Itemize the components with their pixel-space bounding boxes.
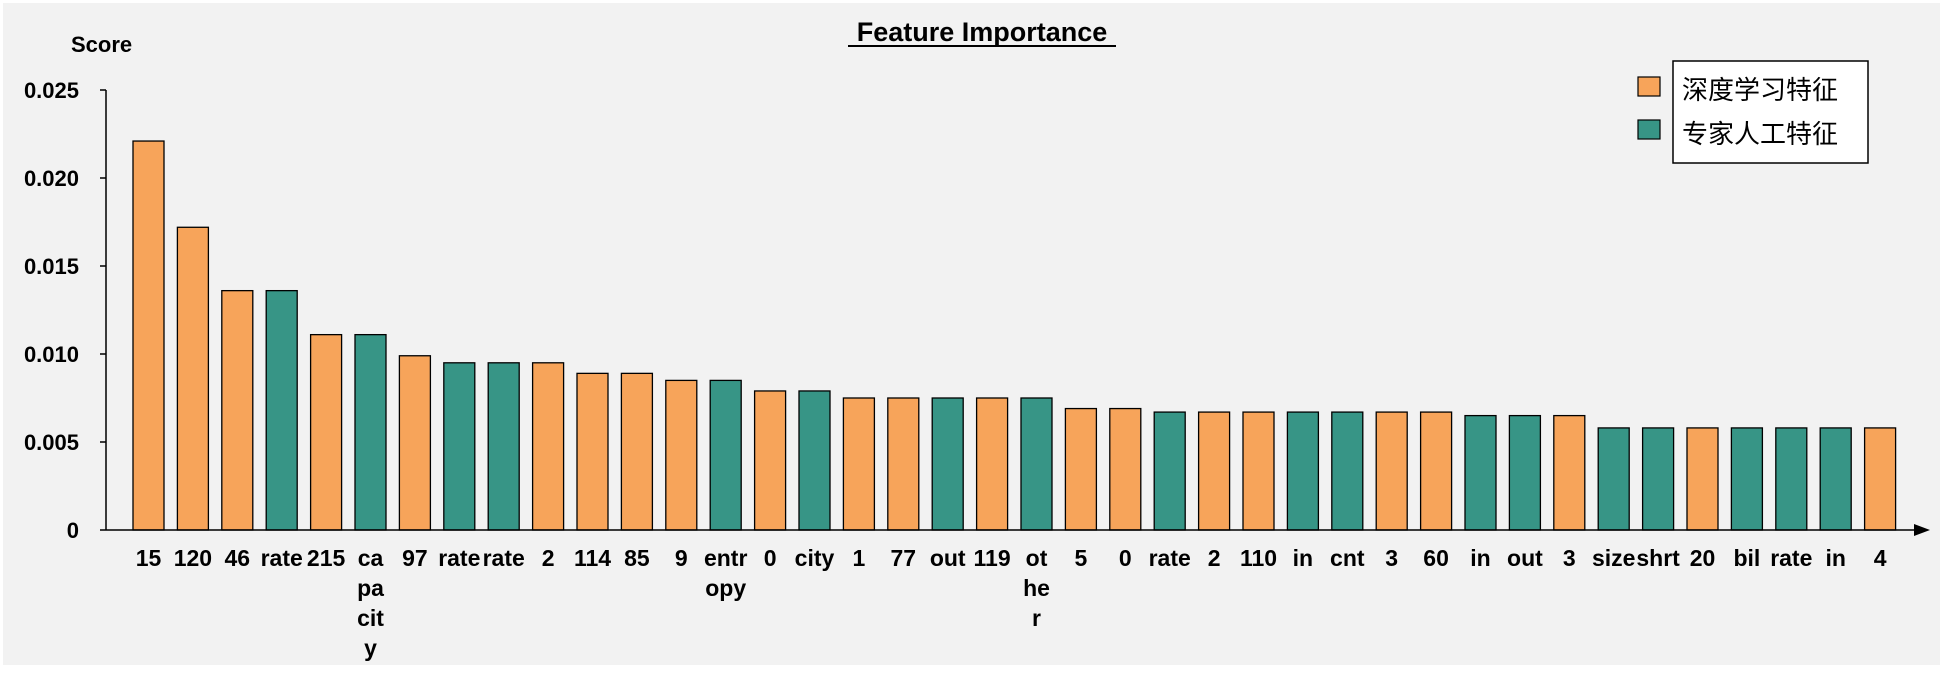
bar-expert	[931, 397, 964, 531]
y-axis-ticks: 0 0.005 0.010 0.015 0.020 0.025	[24, 78, 106, 543]
bar-expert	[443, 362, 476, 531]
x-category-label: 4	[1874, 545, 1887, 571]
bar-deep	[1375, 411, 1408, 531]
bar-deep	[398, 355, 432, 531]
x-category-label: city	[795, 545, 835, 571]
y-axis-label: Score	[71, 32, 132, 57]
bar-deep	[1109, 407, 1142, 531]
bar-expert	[1331, 411, 1364, 531]
x-category-label: rate	[483, 545, 525, 571]
bar-expert	[1508, 414, 1542, 531]
bar-deep	[1686, 427, 1719, 531]
y-tick-label: 0	[67, 518, 79, 543]
bar-deep	[842, 397, 876, 531]
x-category-label: in	[1293, 545, 1313, 571]
bar-expert	[1819, 427, 1852, 531]
x-category-label: shrt	[1636, 545, 1680, 571]
x-category-label: 1	[853, 545, 866, 571]
x-category-label: 20	[1690, 545, 1716, 571]
y-tick-label: 0.025	[24, 78, 79, 103]
x-category-label: 0	[1119, 545, 1132, 571]
x-category-label: 3	[1563, 545, 1576, 571]
bar-deep	[620, 372, 654, 531]
bar-deep	[531, 362, 565, 531]
bar-deep	[132, 140, 165, 531]
bar-expert	[1775, 427, 1808, 531]
x-category-label: 46	[225, 545, 251, 571]
legend-swatch-expert	[1637, 119, 1661, 140]
x-category-label: cnt	[1330, 545, 1365, 571]
x-category-label: 97	[402, 545, 428, 571]
bar-expert	[1020, 397, 1053, 531]
y-tick-label: 0.005	[24, 430, 79, 455]
bar-expert	[1641, 427, 1675, 531]
x-category-label: in	[1470, 545, 1490, 571]
bar-deep	[176, 226, 210, 531]
bar-expert	[354, 333, 387, 531]
x-category-label: in	[1825, 545, 1845, 571]
x-category-label: 15	[136, 545, 162, 571]
bars-group	[132, 140, 1897, 531]
x-category-label: 2	[1208, 545, 1221, 571]
legend-label-deep: 深度学习特征	[1682, 76, 1838, 106]
x-category-label: 85	[624, 545, 650, 571]
bar-deep	[1242, 411, 1275, 531]
x-category-label: rate	[1149, 545, 1191, 571]
bar-expert	[1464, 414, 1497, 531]
x-category-label: rate	[1770, 545, 1812, 571]
x-category-label: out	[1507, 545, 1543, 571]
bar-deep	[1863, 427, 1897, 531]
y-tick-label: 0.020	[24, 166, 79, 191]
bar-expert	[265, 289, 298, 531]
x-category-label: out	[930, 545, 966, 571]
x-category-label: ot he r	[1023, 545, 1050, 631]
bar-expert	[1286, 411, 1320, 531]
bar-deep	[576, 372, 609, 531]
x-category-label: 215	[307, 545, 346, 571]
x-category-label: 5	[1075, 545, 1088, 571]
bar-expert	[1730, 427, 1764, 531]
x-category-label: size	[1592, 545, 1635, 571]
bar-deep	[1197, 411, 1231, 531]
bar-expert	[798, 390, 831, 531]
category-labels: 15 120 46 rate 215 ca pa cit y97 rate rate 2 114 85 9 e…	[136, 545, 1887, 661]
x-category-label: 110	[1240, 545, 1277, 571]
x-axis-arrow-icon	[1914, 524, 1930, 536]
y-tick-label: 0.010	[24, 342, 79, 367]
x-category-label: entr opy	[704, 545, 748, 601]
chart-title: Feature Importance	[857, 17, 1108, 47]
x-category-label: rate	[438, 545, 480, 571]
x-category-label: 114	[574, 545, 611, 571]
x-category-label: 9	[675, 545, 688, 571]
bar-deep	[975, 397, 1009, 531]
x-category-label: 2	[542, 545, 555, 571]
legend-swatch-deep	[1637, 76, 1661, 97]
bar-deep	[1419, 411, 1453, 531]
bar-deep	[1553, 414, 1586, 531]
x-category-label: rate	[261, 545, 303, 571]
bar-expert	[1153, 411, 1186, 531]
x-category-label: 77	[891, 545, 917, 571]
legend-label-expert: 专家人工特征	[1682, 120, 1838, 150]
legend-box	[1672, 60, 1869, 164]
x-category-label: 3	[1385, 545, 1398, 571]
x-category-label: 119	[974, 545, 1011, 571]
x-category-label: 0	[764, 545, 777, 571]
x-category-label: ca pa cit y	[357, 545, 384, 661]
x-category-label: 60	[1423, 545, 1449, 571]
bar-expert	[709, 379, 742, 531]
y-tick-label: 0.015	[24, 254, 79, 279]
x-category-label: 120	[174, 545, 212, 571]
bar-deep	[887, 397, 920, 531]
bar-deep	[753, 390, 787, 531]
bar-expert	[487, 362, 520, 531]
bar-deep	[309, 333, 343, 531]
legend: 深度学习特征 专家人工特征	[1637, 60, 1869, 164]
bar-deep	[221, 289, 254, 531]
bar-expert	[1597, 427, 1630, 531]
bar-deep	[1064, 407, 1098, 531]
x-category-label: bil	[1733, 545, 1760, 571]
bar-deep	[665, 379, 698, 531]
